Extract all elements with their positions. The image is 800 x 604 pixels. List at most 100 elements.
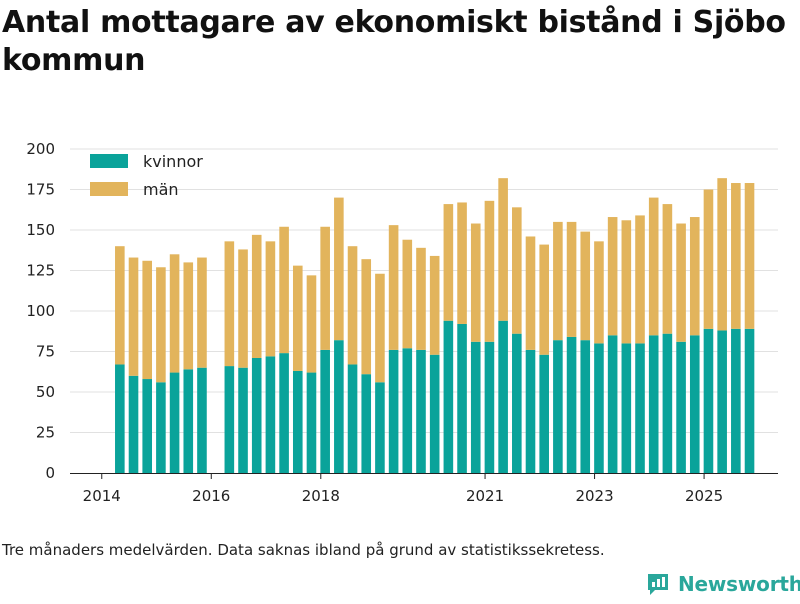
y-axis: 0 25 50 75 100 125 150 175 200 bbox=[26, 140, 55, 482]
bar-kvinnor bbox=[512, 333, 522, 473]
brand-logo: Newsworthy bbox=[645, 568, 800, 600]
bar-man bbox=[292, 265, 303, 371]
x-axis: 2014 2016 2018 2021 2023 2025 bbox=[70, 473, 778, 505]
y-tick-label: 75 bbox=[36, 343, 55, 361]
bar-man bbox=[238, 249, 248, 368]
bar-kvinnor bbox=[156, 382, 166, 473]
bar-kvinnor bbox=[498, 320, 508, 473]
x-tick-label: 2018 bbox=[302, 487, 340, 505]
bar-man bbox=[648, 197, 659, 336]
bar-man bbox=[334, 197, 344, 341]
bar-kvinnor bbox=[416, 349, 426, 473]
bar-kvinnor bbox=[525, 349, 536, 473]
bar-kvinnor bbox=[429, 354, 440, 473]
bar-kvinnor bbox=[347, 364, 358, 473]
bar-kvinnor bbox=[142, 379, 153, 473]
bar-man bbox=[457, 202, 467, 324]
bar-kvinnor bbox=[470, 341, 481, 473]
bar-man bbox=[553, 221, 563, 341]
bar-kvinnor bbox=[553, 340, 563, 473]
bar-kvinnor bbox=[621, 343, 632, 473]
bar-man bbox=[443, 204, 454, 321]
bar-kvinnor bbox=[320, 349, 330, 473]
bar-kvinnor bbox=[265, 356, 276, 473]
bars bbox=[115, 178, 755, 473]
bar-kvinnor bbox=[443, 320, 454, 473]
bar-man bbox=[388, 225, 399, 350]
newsworthy-logo-icon bbox=[648, 574, 668, 595]
x-tick-label: 2014 bbox=[83, 487, 121, 505]
bar-kvinnor bbox=[717, 330, 727, 473]
bar-kvinnor bbox=[402, 348, 413, 473]
bar-man bbox=[470, 223, 481, 342]
chart-title: Antal mottagare av ekonomiskt bistånd i … bbox=[2, 5, 786, 78]
bar-man bbox=[703, 189, 714, 329]
bar-kvinnor bbox=[539, 354, 549, 473]
y-tick-label: 150 bbox=[26, 221, 55, 239]
bar-kvinnor bbox=[279, 353, 289, 473]
bar-kvinnor bbox=[292, 370, 303, 473]
bar-kvinnor bbox=[128, 375, 139, 473]
bar-man bbox=[621, 220, 632, 344]
bar-man bbox=[279, 226, 289, 354]
brand-name: Newsworthy bbox=[678, 572, 800, 596]
bar-kvinnor bbox=[457, 323, 467, 473]
bar-man bbox=[128, 257, 139, 376]
bar-man bbox=[251, 234, 262, 358]
legend-swatch-man bbox=[90, 182, 128, 196]
bar-man bbox=[744, 183, 755, 329]
x-tick-label: 2016 bbox=[192, 487, 230, 505]
bar-man bbox=[197, 257, 207, 368]
bar-kvinnor bbox=[388, 349, 399, 473]
bar-man bbox=[347, 246, 358, 365]
bar-man bbox=[265, 241, 276, 357]
bar-kvinnor bbox=[334, 340, 344, 473]
legend-swatch-kvinnor bbox=[90, 154, 128, 168]
bar-kvinnor bbox=[580, 340, 591, 473]
bar-kvinnor bbox=[484, 341, 495, 473]
bar-kvinnor bbox=[594, 343, 604, 473]
bar-kvinnor bbox=[607, 335, 618, 473]
bar-man bbox=[717, 178, 727, 331]
bar-man bbox=[689, 217, 700, 336]
bar-man bbox=[115, 246, 125, 365]
bar-man bbox=[416, 247, 426, 350]
y-tick-label: 0 bbox=[45, 464, 55, 482]
bar-kvinnor bbox=[224, 366, 235, 473]
bar-man bbox=[169, 254, 180, 373]
bar-kvinnor bbox=[744, 328, 755, 473]
x-tick-label: 2021 bbox=[466, 487, 504, 505]
bar-man bbox=[429, 255, 440, 355]
bar-man bbox=[484, 200, 495, 342]
x-tick-label: 2023 bbox=[575, 487, 613, 505]
bar-man bbox=[662, 204, 673, 334]
bar-kvinnor bbox=[676, 341, 686, 473]
bar-kvinnor bbox=[238, 367, 248, 473]
y-tick-label: 25 bbox=[36, 424, 55, 442]
bar-kvinnor bbox=[183, 369, 194, 473]
legend-label-man: män bbox=[143, 180, 179, 199]
y-tick-label: 175 bbox=[26, 181, 55, 199]
bar-man bbox=[635, 215, 645, 344]
bar-man bbox=[183, 262, 194, 370]
bar-man bbox=[361, 259, 372, 375]
bar-kvinnor bbox=[566, 336, 577, 473]
x-tick-label: 2025 bbox=[685, 487, 723, 505]
bar-kvinnor bbox=[662, 333, 673, 473]
bar-kvinnor bbox=[197, 367, 207, 473]
bar-man bbox=[539, 244, 549, 355]
bar-kvinnor bbox=[635, 343, 645, 473]
footnote: Tre månaders medelvärden. Data saknas ib… bbox=[2, 541, 605, 559]
bar-man bbox=[306, 275, 317, 373]
legend-label-kvinnor: kvinnor bbox=[143, 152, 203, 171]
y-tick-label: 100 bbox=[26, 302, 55, 320]
bar-man bbox=[566, 221, 577, 337]
bar-man bbox=[676, 223, 686, 342]
bar-man bbox=[224, 241, 235, 367]
bar-man bbox=[525, 236, 536, 350]
y-tick-label: 200 bbox=[26, 140, 55, 158]
bar-man bbox=[375, 273, 385, 383]
bar-man bbox=[512, 207, 522, 334]
bar-man bbox=[607, 217, 618, 336]
